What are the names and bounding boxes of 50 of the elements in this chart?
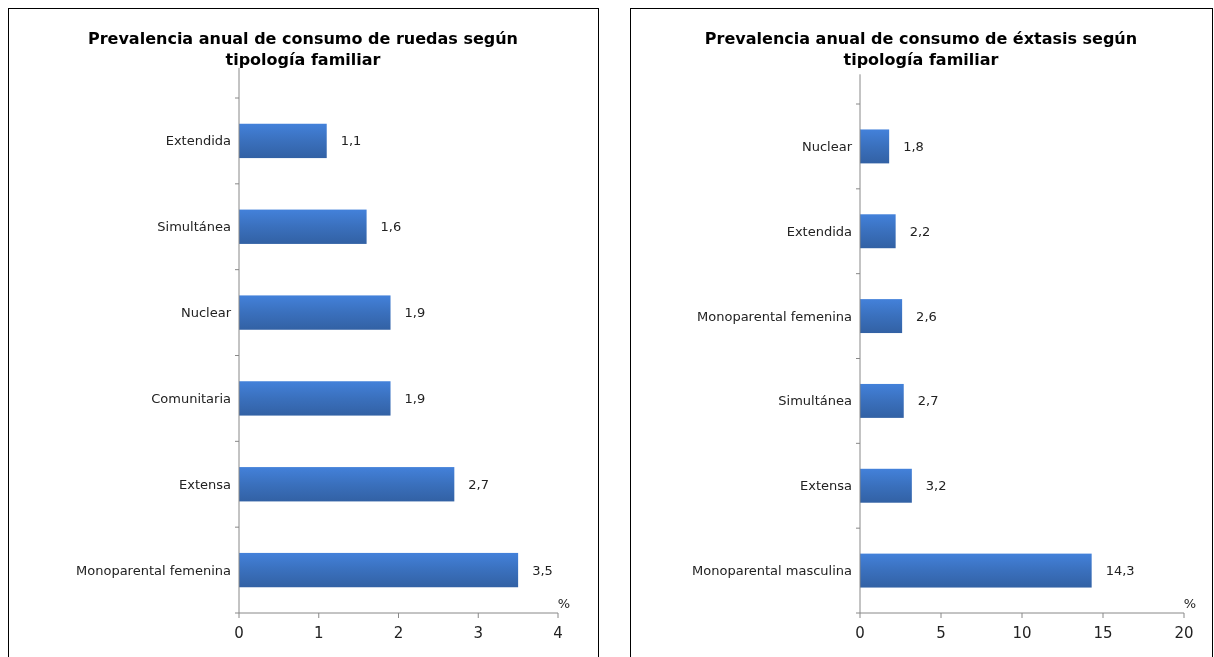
y-tick-label: Simultánea (157, 219, 231, 235)
y-tick-label: Simultánea (778, 393, 852, 409)
data-label: 2,6 (916, 308, 937, 324)
x-tick-label: 1 (313, 624, 324, 642)
bar (239, 123, 327, 159)
x-tick-label: 0 (855, 624, 865, 642)
data-label: 14,3 (1105, 563, 1135, 579)
y-tick-label: Monoparental masculina (692, 563, 852, 579)
bar (860, 299, 903, 334)
data-label: 3,2 (925, 478, 947, 494)
y-tick-label: Nuclear (180, 305, 232, 321)
data-label: 3,5 (532, 562, 553, 578)
data-label: 1,9 (404, 390, 426, 406)
bar (239, 295, 391, 330)
data-label: 2,2 (909, 223, 931, 239)
bar (860, 129, 890, 164)
data-label: 2,7 (917, 393, 939, 409)
bar (860, 553, 1092, 588)
y-tick-label: Extendida (786, 223, 852, 239)
y-tick-label: Nuclear (801, 138, 853, 154)
data-label: 2,7 (468, 476, 490, 492)
y-tick-label: Extensa (800, 478, 852, 494)
x-tick-label: 10 (1012, 624, 1032, 642)
data-label: 1,8 (903, 138, 924, 154)
y-tick-label: Monoparental femenina (76, 562, 231, 578)
x-axis-title: % (557, 596, 571, 611)
x-tick-label: 3 (473, 624, 484, 642)
data-label: 1,6 (380, 219, 402, 235)
y-tick-label: Extensa (179, 476, 231, 492)
x-tick-label: 0 (234, 624, 244, 642)
bar (860, 214, 896, 249)
y-tick-label: Monoparental femenina (697, 308, 852, 324)
x-tick-label: 4 (553, 624, 563, 642)
bar (239, 552, 519, 588)
bar (239, 467, 455, 502)
data-label: 1,9 (404, 305, 426, 321)
x-axis-title: % (1183, 596, 1197, 611)
x-tick-label: 20 (1174, 624, 1194, 642)
chart-title: Prevalencia anual de consumo de ruedas según tipología familiar (87, 29, 519, 69)
chart-title: Prevalencia anual de consumo de éxtasis según tipología familiar (704, 29, 1138, 69)
y-tick-label: Extendida (165, 133, 231, 149)
bar (860, 468, 912, 503)
y-tick-label: Comunitaria (151, 390, 231, 406)
bar (860, 383, 904, 418)
bar (239, 209, 367, 244)
data-label: 1,1 (340, 133, 362, 149)
x-tick-label: 2 (393, 624, 404, 642)
x-tick-label: 15 (1093, 624, 1113, 642)
x-tick-label: 5 (936, 624, 946, 642)
bar (239, 381, 391, 416)
